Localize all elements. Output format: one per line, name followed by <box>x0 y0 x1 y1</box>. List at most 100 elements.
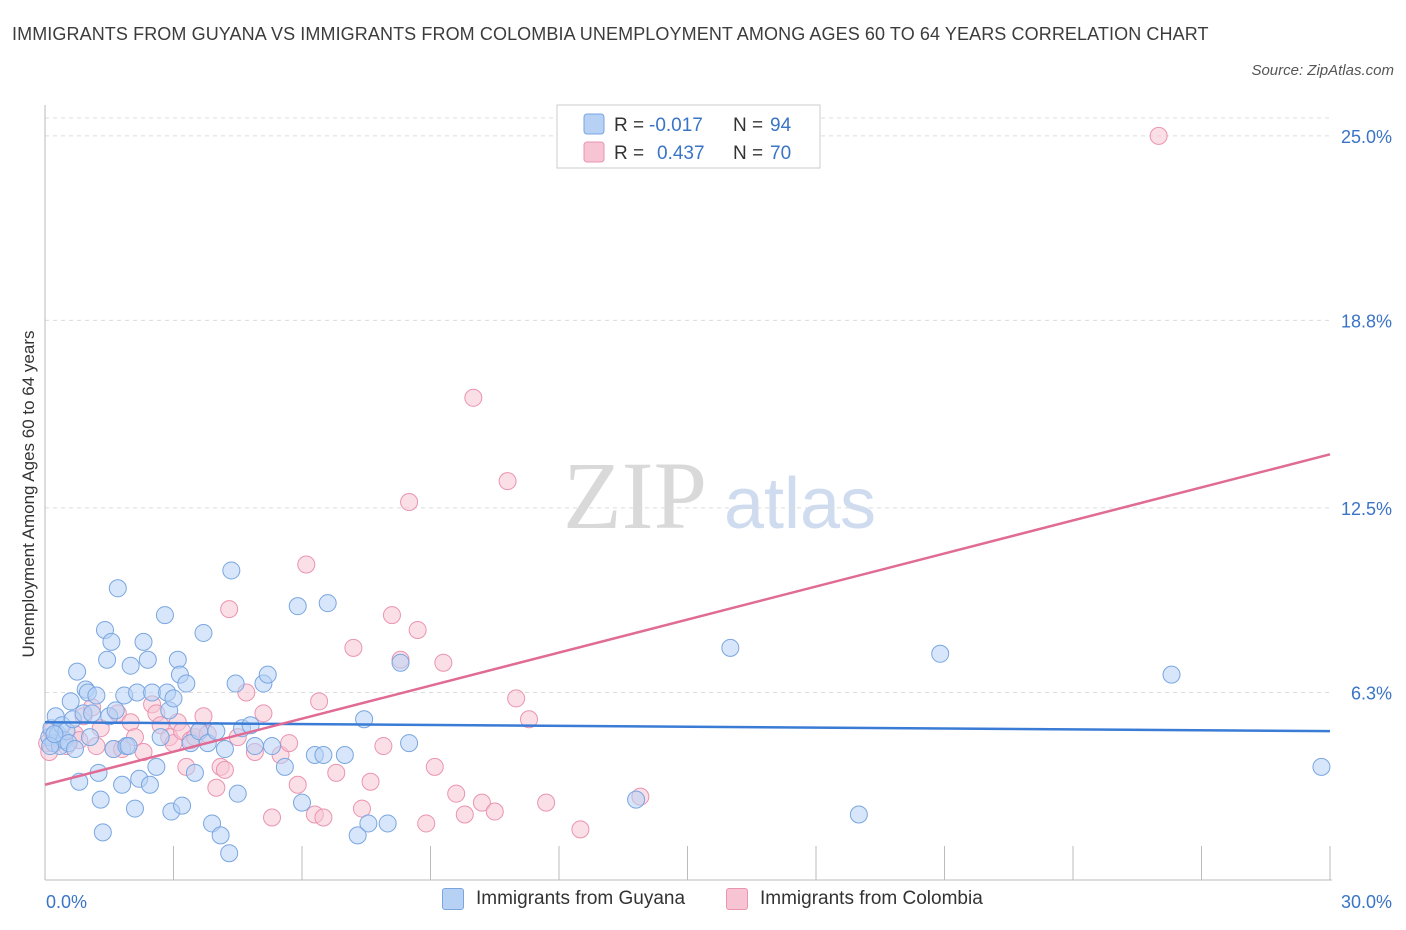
point-colombia <box>447 784 466 803</box>
point-guyana <box>128 683 147 702</box>
point-guyana <box>220 844 239 863</box>
point-guyana <box>721 638 740 657</box>
point-guyana <box>102 632 121 651</box>
point-guyana <box>173 796 192 815</box>
y-tick-label: 25.0% <box>1341 127 1392 147</box>
y-tick-label: 6.3% <box>1351 683 1392 703</box>
point-guyana <box>226 674 245 693</box>
point-guyana <box>113 775 132 794</box>
point-colombia <box>520 710 539 729</box>
point-guyana <box>1162 665 1181 684</box>
point-colombia <box>280 734 299 753</box>
point-colombia <box>297 555 316 574</box>
point-guyana <box>258 665 277 684</box>
point-guyana <box>119 737 138 756</box>
point-colombia <box>472 793 491 812</box>
point-colombia <box>327 763 346 782</box>
point-guyana <box>65 740 84 759</box>
legend-item-colombia: Immigrants from Colombia <box>726 888 983 910</box>
legend-r-value-colombia: 0.437 <box>657 143 705 164</box>
point-colombia <box>455 805 474 824</box>
point-colombia <box>254 704 273 723</box>
point-colombia <box>382 606 401 625</box>
point-colombia <box>310 692 329 711</box>
point-guyana <box>1312 757 1331 776</box>
point-guyana <box>348 826 367 845</box>
point-guyana <box>335 745 354 764</box>
trend-line-colombia <box>44 453 1331 786</box>
point-colombia <box>263 808 282 827</box>
point-guyana <box>155 606 174 625</box>
point-guyana <box>359 814 378 833</box>
x-tick-label-max: 30.0% <box>1341 892 1392 912</box>
point-guyana <box>275 757 294 776</box>
point-colombia <box>434 653 453 672</box>
watermark: ZIP atlas <box>563 442 876 549</box>
point-guyana <box>241 716 260 735</box>
trend-line-guyana <box>44 720 1331 733</box>
y-tick-label: 18.8% <box>1341 311 1392 331</box>
y-axis-label: Unemployment Among Ages 60 to 64 years <box>19 331 38 658</box>
point-guyana <box>106 701 125 720</box>
y-tick-labels: 6.3% 12.5% 18.8% 25.0% <box>1341 127 1392 704</box>
point-guyana <box>215 740 234 759</box>
legend-item-guyana: Immigrants from Guyana <box>442 888 685 910</box>
legend-swatch-colombia <box>583 141 605 163</box>
point-colombia <box>374 737 393 756</box>
point-guyana <box>627 790 646 809</box>
watermark-atlas: atlas <box>724 464 876 544</box>
point-colombia <box>1149 126 1168 145</box>
point-guyana <box>68 662 87 681</box>
point-guyana <box>185 763 204 782</box>
point-guyana <box>93 823 112 842</box>
legend-n-value-guyana: 94 <box>770 115 792 136</box>
legend-r-label-colombia: R = <box>614 143 644 164</box>
point-colombia <box>485 802 504 821</box>
point-colombia <box>314 808 333 827</box>
point-guyana <box>91 790 110 809</box>
x-tick-label-min: 0.0% <box>46 892 87 912</box>
point-colombia <box>408 620 427 639</box>
point-colombia <box>498 472 517 491</box>
point-guyana <box>222 561 241 580</box>
point-guyana <box>140 775 159 794</box>
chart-title: IMMIGRANTS FROM GUYANA VS IMMIGRANTS FRO… <box>12 24 1209 44</box>
point-guyana <box>378 814 397 833</box>
point-colombia <box>537 793 556 812</box>
point-guyana <box>134 632 153 651</box>
point-guyana <box>314 745 333 764</box>
legend-n-label-guyana: N = <box>733 115 763 136</box>
point-guyana <box>143 683 162 702</box>
legend-label-guyana: Immigrants from Guyana <box>476 888 686 909</box>
legend-bottom: Immigrants from Guyana Immigrants from C… <box>0 888 1406 918</box>
point-colombia <box>215 760 234 779</box>
point-guyana <box>138 650 157 669</box>
point-guyana <box>164 689 183 708</box>
legend-top: R = -0.017 N = 94 R = 0.437 N = 70 <box>556 104 821 169</box>
legend-label-colombia: Immigrants from Colombia <box>760 888 983 909</box>
point-guyana <box>147 757 166 776</box>
y-tick-label: 12.5% <box>1341 499 1392 519</box>
grid <box>45 117 1330 693</box>
point-colombia <box>425 757 444 776</box>
point-guyana <box>151 728 170 747</box>
axes <box>44 105 1332 881</box>
trend-lines <box>44 453 1331 786</box>
point-colombia <box>352 799 371 818</box>
point-colombia <box>220 600 239 619</box>
point-colombia <box>417 814 436 833</box>
legend-r-value-guyana: -0.017 <box>649 115 703 136</box>
legend-swatch-colombia-bottom <box>726 888 748 910</box>
point-colombia <box>400 492 419 511</box>
point-guyana <box>125 799 144 818</box>
legend-r-label-guyana: R = <box>614 115 644 136</box>
point-guyana <box>194 623 213 642</box>
legend-n-label-colombia: N = <box>733 143 763 164</box>
point-colombia <box>344 638 363 657</box>
data-points <box>38 126 1331 863</box>
point-guyana <box>98 650 117 669</box>
point-guyana <box>245 737 264 756</box>
point-guyana <box>61 692 80 711</box>
point-guyana <box>108 579 127 598</box>
